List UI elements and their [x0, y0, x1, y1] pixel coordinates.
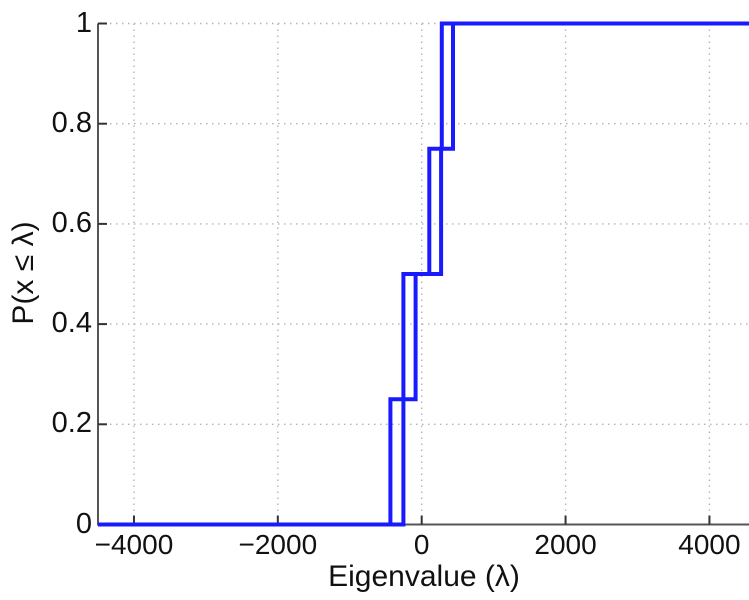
ecdf-curve-right — [98, 21, 749, 527]
x-axis-label: Eigenvalue (λ) — [328, 560, 520, 593]
y-tick-label: 0.6 — [51, 207, 92, 240]
x-tick-label: 4000 — [678, 529, 741, 560]
y-tick-label: 0 — [75, 507, 92, 540]
y-tick-label: 1 — [75, 6, 92, 39]
x-tick-label: −4000 — [94, 529, 174, 560]
y-tick-label: 0.4 — [51, 307, 92, 340]
y-tick-label: 0.2 — [51, 407, 92, 440]
x-tick-label: 0 — [413, 529, 430, 560]
y-tick-label: 0.8 — [51, 106, 92, 139]
x-tick-label: 2000 — [534, 529, 597, 560]
x-tick-label: −2000 — [238, 529, 318, 560]
